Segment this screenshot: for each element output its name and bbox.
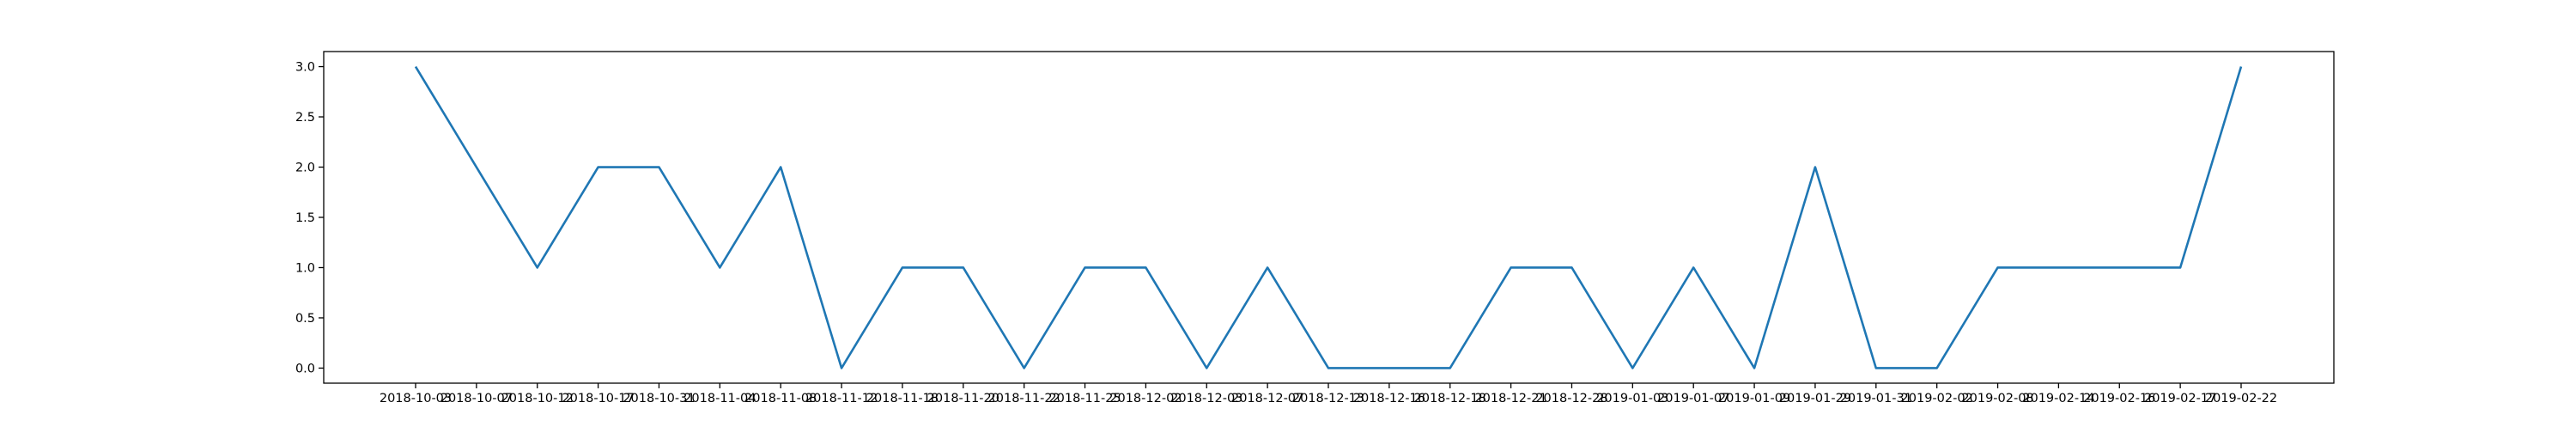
plot-area bbox=[323, 51, 2335, 384]
x-tick-label: 2019-01-29 bbox=[1779, 392, 1851, 406]
x-axis: 2018-10-032018-10-072018-10-122018-10-17… bbox=[380, 383, 2277, 406]
x-tick-label: 2019-02-02 bbox=[1901, 392, 1973, 406]
x-tick-label: 2018-10-12 bbox=[501, 392, 574, 406]
x-tick-label: 2018-12-13 bbox=[1292, 392, 1364, 406]
x-tick-label: 2018-10-17 bbox=[562, 392, 634, 406]
x-tick-label: 2018-11-08 bbox=[744, 392, 817, 406]
x-tick-label: 2018-10-07 bbox=[440, 392, 513, 406]
y-tick-label: 0.5 bbox=[295, 312, 315, 326]
x-tick-label: 2018-12-16 bbox=[1353, 392, 1425, 406]
x-tick-label: 2018-11-20 bbox=[927, 392, 999, 406]
x-tick-label: 2018-11-18 bbox=[866, 392, 939, 406]
x-tick-label: 2018-11-25 bbox=[1048, 392, 1121, 406]
x-tick-label: 2018-12-07 bbox=[1231, 392, 1303, 406]
x-tick-label: 2019-02-08 bbox=[1961, 392, 2033, 406]
x-tick-label: 2018-12-03 bbox=[1170, 392, 1242, 406]
x-tick-label: 2018-12-18 bbox=[1414, 392, 1486, 406]
x-tick-label: 2019-01-09 bbox=[1718, 392, 1790, 406]
x-tick-label: 2018-10-31 bbox=[623, 392, 695, 406]
x-tick-label: 2018-11-22 bbox=[988, 392, 1060, 406]
y-tick-label: 2.0 bbox=[295, 162, 315, 175]
x-tick-label: 2018-12-02 bbox=[1109, 392, 1182, 406]
x-tick-label: 2018-11-04 bbox=[683, 392, 756, 406]
plot-frame bbox=[323, 51, 2335, 384]
x-tick-label: 2018-11-12 bbox=[805, 392, 878, 406]
x-tick-label: 2019-01-31 bbox=[1840, 392, 1912, 406]
x-tick-label: 2019-01-03 bbox=[1596, 392, 1668, 406]
x-tick-label: 2019-02-17 bbox=[2144, 392, 2216, 406]
x-tick-label: 2018-12-21 bbox=[1474, 392, 1546, 406]
x-tick-label: 2019-02-14 bbox=[2022, 392, 2094, 406]
y-tick-label: 2.5 bbox=[295, 111, 315, 125]
y-axis: 0.0 0.5 1.0 1.5 2.0 2.5 3.0 bbox=[295, 61, 324, 375]
y-tick-label: 0.0 bbox=[295, 362, 315, 375]
x-tick-label: 2018-12-28 bbox=[1535, 392, 1607, 406]
x-tick-label: 2019-02-22 bbox=[2205, 392, 2277, 406]
series-line-0 bbox=[414, 65, 2243, 369]
y-tick-label: 3.0 bbox=[295, 61, 315, 75]
y-tick-label: 1.5 bbox=[295, 211, 315, 225]
y-tick-label: 1.0 bbox=[295, 261, 315, 275]
x-tick-label: 2019-01-07 bbox=[1657, 392, 1729, 406]
x-tick-label: 2019-02-16 bbox=[2083, 392, 2155, 406]
x-tick-label: 2018-10-03 bbox=[380, 392, 452, 406]
